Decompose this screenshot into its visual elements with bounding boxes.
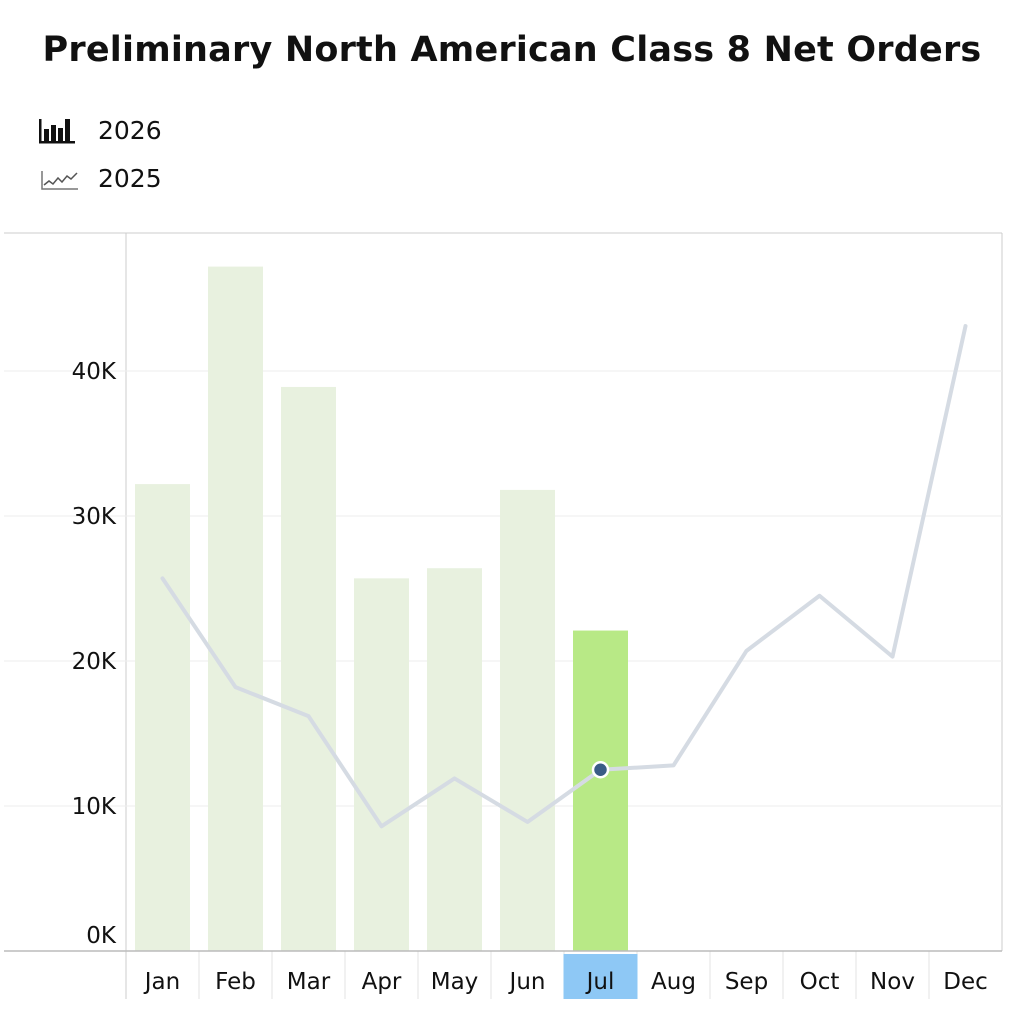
y-tick-label: 40K: [72, 359, 117, 385]
y-tick-label: 10K: [72, 794, 117, 820]
x-tick-label-jul[interactable]: Jul: [585, 969, 615, 995]
x-tick-label-aug[interactable]: Aug: [651, 969, 696, 995]
y-tick-label: 0K: [86, 923, 117, 949]
bar-jan[interactable]: [135, 484, 190, 951]
bar-mar[interactable]: [281, 386, 336, 951]
bar-may[interactable]: [427, 568, 482, 951]
y-tick-label: 30K: [72, 504, 117, 530]
x-tick-label-nov[interactable]: Nov: [870, 969, 915, 995]
line-marker-jul[interactable]: [591, 761, 610, 779]
legend-item-2025[interactable]: 2025: [38, 154, 162, 202]
x-tick-label-feb[interactable]: Feb: [215, 969, 256, 995]
x-tick-label-apr[interactable]: Apr: [362, 969, 402, 995]
x-tick-label-dec[interactable]: Dec: [943, 969, 988, 995]
x-tick-label-may[interactable]: May: [431, 969, 479, 995]
legend-item-2026[interactable]: 2026: [38, 106, 162, 154]
x-tick-label-sep[interactable]: Sep: [725, 969, 768, 995]
x-tick-highlight[interactable]: [563, 954, 638, 999]
legend: 2026 2025: [38, 106, 162, 202]
bar-chart-icon: [39, 119, 75, 144]
series-line-2025[interactable]: [160, 324, 968, 829]
line-chart-icon: [41, 171, 78, 190]
bar-feb[interactable]: [208, 266, 263, 952]
chart-title: Preliminary North American Class 8 Net O…: [42, 30, 982, 70]
y-tick-label: 20K: [72, 649, 117, 675]
bar-apr[interactable]: [354, 578, 409, 951]
legend-label-2026: 2026: [98, 115, 162, 145]
x-tick-label-jan[interactable]: Jan: [143, 969, 180, 995]
x-tick-label-jun[interactable]: Jun: [508, 969, 546, 995]
legend-label-2025: 2025: [98, 163, 162, 193]
bar-jun[interactable]: [500, 489, 555, 951]
bar-jul[interactable]: [573, 630, 628, 951]
x-tick-label-mar[interactable]: Mar: [287, 969, 331, 995]
x-tick-label-oct[interactable]: Oct: [800, 969, 840, 995]
